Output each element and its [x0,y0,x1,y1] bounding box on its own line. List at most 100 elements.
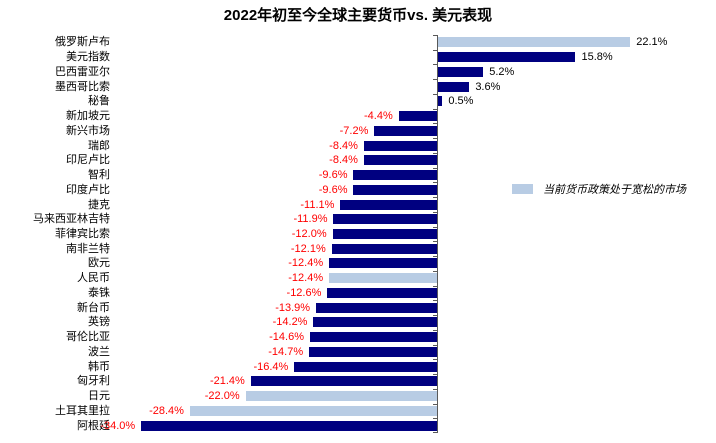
chart-row: 印度卢比 -9.6% [0,182,716,197]
value-label: -12.1% [290,242,326,255]
value-label: -8.4% [329,139,358,152]
category-label: 俄罗斯卢布 [55,36,110,49]
bar-segment [316,302,437,313]
bar-segment [327,287,437,298]
axis-tick [433,138,437,140]
category-label: 瑞郎 [88,139,110,152]
category-label: 墨西哥比索 [55,80,110,93]
chart-row: 瑞郎 -8.4% [0,138,716,153]
axis-tick [433,418,437,420]
zero-axis-line [437,35,438,433]
axis-tick [433,241,437,243]
value-label: -28.4% [149,404,184,417]
category-label: 菲律宾比索 [55,227,110,240]
chart-row: 秘鲁 0.5% [0,94,716,109]
chart-row: 巴西雷亚尔 5.2% [0,64,716,79]
value-label: -7.2% [339,124,369,137]
axis-tick [433,167,437,169]
category-label: 秘鲁 [88,95,110,108]
chart-row: 南非兰特 -12.1% [0,241,716,256]
axis-tick [433,388,437,390]
value-label: -13.9% [275,301,311,314]
bar-segment [438,96,443,107]
category-label: 土耳其里拉 [55,404,110,417]
bar-segment [363,155,437,166]
value-label: -34.0% [100,419,136,432]
category-label: 人民币 [77,272,110,285]
chart-row: 印尼卢比 -8.4% [0,153,716,168]
value-label: 0.5% [448,95,474,108]
category-label: 新台币 [77,301,110,314]
axis-tick [433,182,437,184]
category-label: 阿根廷 [77,419,110,432]
value-label: -22.0% [204,390,240,403]
chart-row: 美元指数 15.8% [0,50,716,65]
axis-tick [433,211,437,213]
bar-segment [438,37,631,48]
axis-tick [433,64,437,66]
chart-row: 智利 -9.6% [0,168,716,183]
value-label: 3.6% [475,80,501,93]
axis-tick [433,152,437,154]
axis-tick [433,432,437,433]
category-label: 哥伦比亚 [66,331,110,344]
value-label: -12.4% [288,257,324,270]
bar-segment [329,273,437,284]
category-label: 南非兰特 [66,242,110,255]
chart-row: 欧元 -12.4% [0,256,716,271]
value-label: -4.4% [363,110,393,123]
category-label: 韩币 [88,360,110,373]
category-label: 波兰 [88,345,110,358]
bar-segment [438,66,484,77]
axis-tick [433,329,437,331]
chart-row: 俄罗斯卢布 22.1% [0,35,716,50]
bar-segment [331,243,437,254]
axis-tick [433,35,437,36]
category-label: 泰铢 [88,286,110,299]
bar-segment [313,317,437,328]
category-label: 智利 [88,169,110,182]
bar-segment [398,111,437,122]
bar-segment [294,361,437,372]
legend-swatch [512,184,533,194]
value-label: -14.6% [269,331,304,344]
bar-segment [363,140,437,151]
value-label: 22.1% [636,36,668,49]
bar-segment [332,228,437,239]
category-label: 新兴市场 [66,124,110,137]
axis-tick [433,374,437,376]
axis-tick [433,300,437,302]
category-label: 新加坡元 [66,110,110,123]
axis-tick [433,123,437,125]
bar-segment [374,125,437,136]
axis-tick [433,49,437,51]
category-label: 马来西亚林吉特 [33,213,110,226]
axis-tick [433,403,437,405]
value-label: 15.8% [581,51,613,64]
value-label: -12.0% [291,227,327,240]
category-label: 匈牙利 [77,375,110,388]
category-label: 日元 [88,390,110,403]
axis-tick [433,285,437,287]
value-label: -14.7% [268,345,304,358]
legend: 当前货币政策处于宽松的市场 [512,181,686,197]
axis-tick [433,226,437,228]
plot-area: 俄罗斯卢布 22.1% 美元指数 15.8% 巴西雷亚尔 5.2% 墨西哥比索 3.6% 秘鲁 0… [0,35,716,433]
chart-row: 匈牙利 -21.4% [0,374,716,389]
chart-row: 波兰 -14.7% [0,345,716,360]
category-label: 欧元 [88,257,110,270]
chart-row: 新加坡元 -4.4% [0,109,716,124]
category-label: 捷克 [88,198,110,211]
bar-segment [189,405,437,416]
bar-segment [353,184,437,195]
chart-row: 英镑 -14.2% [0,315,716,330]
category-label: 英镑 [88,316,110,329]
chart-row: 阿根廷 -34.0% [0,418,716,433]
chart-row: 新台币 -13.9% [0,300,716,315]
value-label: 5.2% [489,65,515,78]
axis-tick [433,197,437,199]
bar-segment [438,81,470,92]
value-label: -8.4% [329,154,358,167]
category-label: 印度卢比 [66,183,110,196]
